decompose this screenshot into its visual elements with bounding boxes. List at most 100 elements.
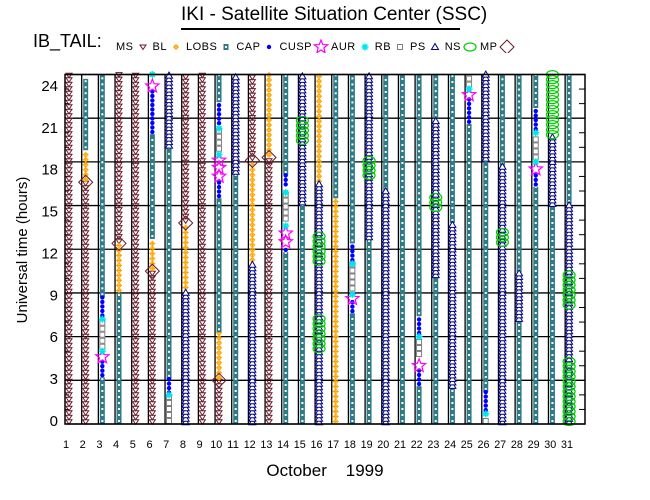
segment-ps bbox=[514, 268, 524, 322]
lobs-marker bbox=[368, 288, 371, 290]
lobs-marker bbox=[418, 120, 421, 123]
segment-cap bbox=[533, 173, 538, 187]
lobs-marker bbox=[451, 183, 454, 186]
x-tick-label: 15 bbox=[294, 439, 306, 451]
cusp-marker bbox=[460, 86, 478, 102]
lobs-marker bbox=[151, 193, 154, 196]
lobs-marker bbox=[368, 330, 371, 332]
lobs-marker bbox=[534, 378, 537, 380]
lobs-marker bbox=[301, 258, 304, 260]
lobs-marker bbox=[434, 324, 437, 326]
lobs-marker bbox=[401, 390, 404, 392]
lobs-marker bbox=[401, 240, 404, 242]
rb-symbol-icon bbox=[397, 44, 404, 50]
lobs-marker bbox=[84, 128, 87, 131]
lobs-marker bbox=[351, 119, 354, 122]
segment-lobs bbox=[499, 74, 505, 167]
lobs-marker bbox=[484, 189, 487, 192]
ns-marker bbox=[562, 295, 576, 305]
x-tick-label: 14 bbox=[277, 439, 289, 451]
lobs-marker bbox=[568, 98, 571, 101]
legend-label: RB bbox=[374, 41, 392, 53]
lobs-marker bbox=[351, 324, 354, 326]
lobs-marker bbox=[534, 414, 537, 416]
lobs-marker bbox=[218, 298, 221, 301]
lobs-bar bbox=[283, 252, 289, 424]
lobs-marker bbox=[168, 170, 171, 173]
lobs-marker bbox=[284, 330, 287, 332]
lobs-marker bbox=[351, 330, 354, 332]
lobs-marker bbox=[484, 351, 487, 354]
lobs-marker bbox=[401, 408, 404, 410]
lobs-marker bbox=[551, 360, 554, 362]
lobs-marker bbox=[101, 251, 104, 254]
y-tick-label: 6 bbox=[50, 329, 58, 346]
lobs-marker bbox=[551, 366, 554, 368]
lobs-marker bbox=[284, 152, 287, 155]
lobs-marker bbox=[151, 163, 154, 166]
lobs-marker bbox=[218, 292, 221, 295]
lobs-marker bbox=[118, 318, 121, 320]
lobs-marker bbox=[234, 366, 237, 368]
lobs-marker bbox=[401, 132, 404, 134]
ns-marker bbox=[495, 237, 510, 247]
segment-lobs bbox=[216, 198, 222, 333]
cap-marker bbox=[150, 116, 155, 121]
lobs-marker bbox=[351, 384, 354, 386]
lobs-marker bbox=[451, 147, 454, 150]
lobs-marker bbox=[101, 119, 104, 122]
lobs-marker bbox=[351, 209, 354, 212]
lobs-marker bbox=[101, 107, 104, 110]
rb-marker bbox=[99, 331, 106, 338]
lobs-marker bbox=[468, 228, 471, 230]
x-tick-label: 31 bbox=[561, 439, 573, 451]
lobs-marker bbox=[351, 336, 354, 338]
aur-marker bbox=[415, 333, 423, 341]
lobs-marker bbox=[551, 408, 554, 410]
lobs-marker bbox=[418, 282, 421, 285]
lobs-marker bbox=[468, 246, 471, 248]
lobs-marker bbox=[468, 336, 471, 338]
day-column-13 bbox=[261, 72, 277, 426]
lobs-marker bbox=[84, 122, 87, 125]
legend-symbol bbox=[430, 42, 440, 50]
cap-marker bbox=[533, 122, 538, 127]
lobs-marker bbox=[484, 375, 487, 378]
lobs-marker bbox=[234, 204, 237, 206]
segment-bl bbox=[316, 73, 323, 185]
lobs-marker bbox=[484, 303, 487, 306]
lobs-marker bbox=[451, 87, 454, 90]
ns-marker bbox=[362, 170, 376, 180]
x-tick-label: 26 bbox=[478, 439, 490, 451]
lobs-marker bbox=[151, 175, 154, 178]
ps-marker bbox=[314, 179, 324, 188]
lobs-marker bbox=[334, 176, 337, 179]
ns-marker bbox=[562, 401, 576, 412]
segment-lobs bbox=[516, 320, 522, 424]
lobs-marker bbox=[468, 342, 471, 344]
x-tick-label: 5 bbox=[130, 439, 136, 451]
lobs-marker bbox=[434, 402, 437, 404]
cap-marker bbox=[416, 317, 422, 322]
legend-label: NS bbox=[444, 41, 461, 53]
legend-item-cap: CAP bbox=[236, 35, 278, 53]
lobs-marker bbox=[401, 276, 404, 278]
lobs-marker bbox=[551, 258, 554, 260]
lobs-marker bbox=[151, 205, 154, 208]
ns-marker bbox=[312, 339, 326, 349]
cap-marker bbox=[216, 180, 222, 185]
lobs-marker bbox=[401, 84, 404, 86]
lobs-marker bbox=[501, 90, 504, 93]
segment-ps bbox=[481, 70, 491, 162]
lobs-marker bbox=[484, 243, 487, 246]
lobs-marker bbox=[101, 414, 104, 416]
legend-symbol bbox=[138, 44, 147, 51]
lobs-marker bbox=[401, 264, 404, 266]
lobs-bar bbox=[533, 74, 539, 108]
segment-ps bbox=[548, 132, 557, 207]
cap-marker bbox=[150, 93, 155, 99]
lobs-marker bbox=[101, 263, 104, 266]
rb-marker bbox=[166, 412, 173, 418]
lobs-marker bbox=[468, 306, 471, 308]
ps-marker bbox=[498, 162, 507, 170]
